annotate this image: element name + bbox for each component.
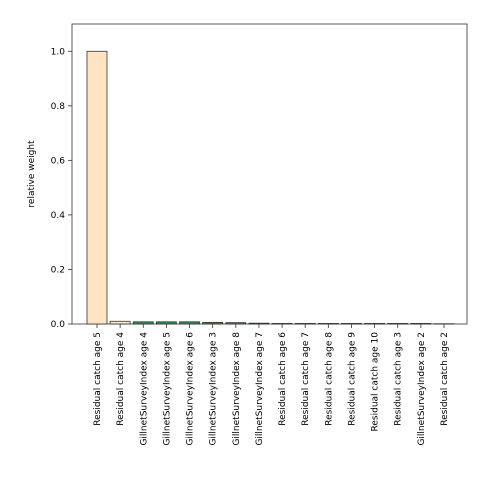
y-tick-label: 0.2: [51, 265, 65, 275]
x-tick-label: GillnetSurveyIndex age 8: [232, 332, 242, 446]
bar: [341, 323, 361, 324]
y-axis-label: relative weight: [27, 140, 37, 208]
x-tick-label: Residual catch age 3: [394, 332, 404, 426]
bar: [249, 323, 269, 324]
plot-frame: [72, 24, 467, 324]
y-tick-label: 0.0: [51, 320, 66, 330]
bar: [87, 51, 107, 324]
x-tick-label: Residual catch age 7: [301, 332, 311, 426]
x-tick-label: Residual catch age 9: [347, 332, 357, 426]
x-tick-label: Residual catch age 5: [93, 332, 103, 426]
bar: [365, 323, 385, 324]
bar: [203, 322, 223, 324]
bar: [295, 323, 315, 324]
x-tick-label: Residual catch age 4: [116, 332, 126, 426]
y-tick-label: 0.4: [51, 211, 66, 221]
x-tick-label: GillnetSurveyIndex age 7: [255, 332, 265, 446]
x-tick-label: GillnetSurveyIndex age 3: [209, 332, 219, 446]
y-tick-label: 0.8: [51, 102, 66, 112]
x-tick-label: Residual catch age 2: [440, 332, 450, 426]
x-tick-label: Residual catch age 8: [324, 332, 334, 426]
bar: [156, 322, 176, 324]
x-tick-label: GillnetSurveyIndex age 5: [162, 332, 172, 446]
bar: [318, 323, 338, 324]
bar: [110, 321, 130, 324]
x-tick-label: GillnetSurveyIndex age 4: [139, 332, 149, 446]
x-tick-label: GillnetSurveyIndex age 2: [417, 332, 427, 446]
x-tick-label: Residual catch age 10: [371, 332, 381, 432]
y-tick-label: 0.6: [51, 156, 66, 166]
bar: [272, 323, 292, 324]
y-tick-label: 1.0: [51, 47, 66, 57]
bar: [411, 323, 431, 324]
x-tick-label: GillnetSurveyIndex age 6: [186, 332, 196, 446]
x-tick-label: Residual catch age 6: [278, 332, 288, 426]
bar: [388, 323, 408, 324]
bar: [226, 323, 246, 324]
bar: [133, 322, 153, 324]
bar: [180, 322, 200, 324]
